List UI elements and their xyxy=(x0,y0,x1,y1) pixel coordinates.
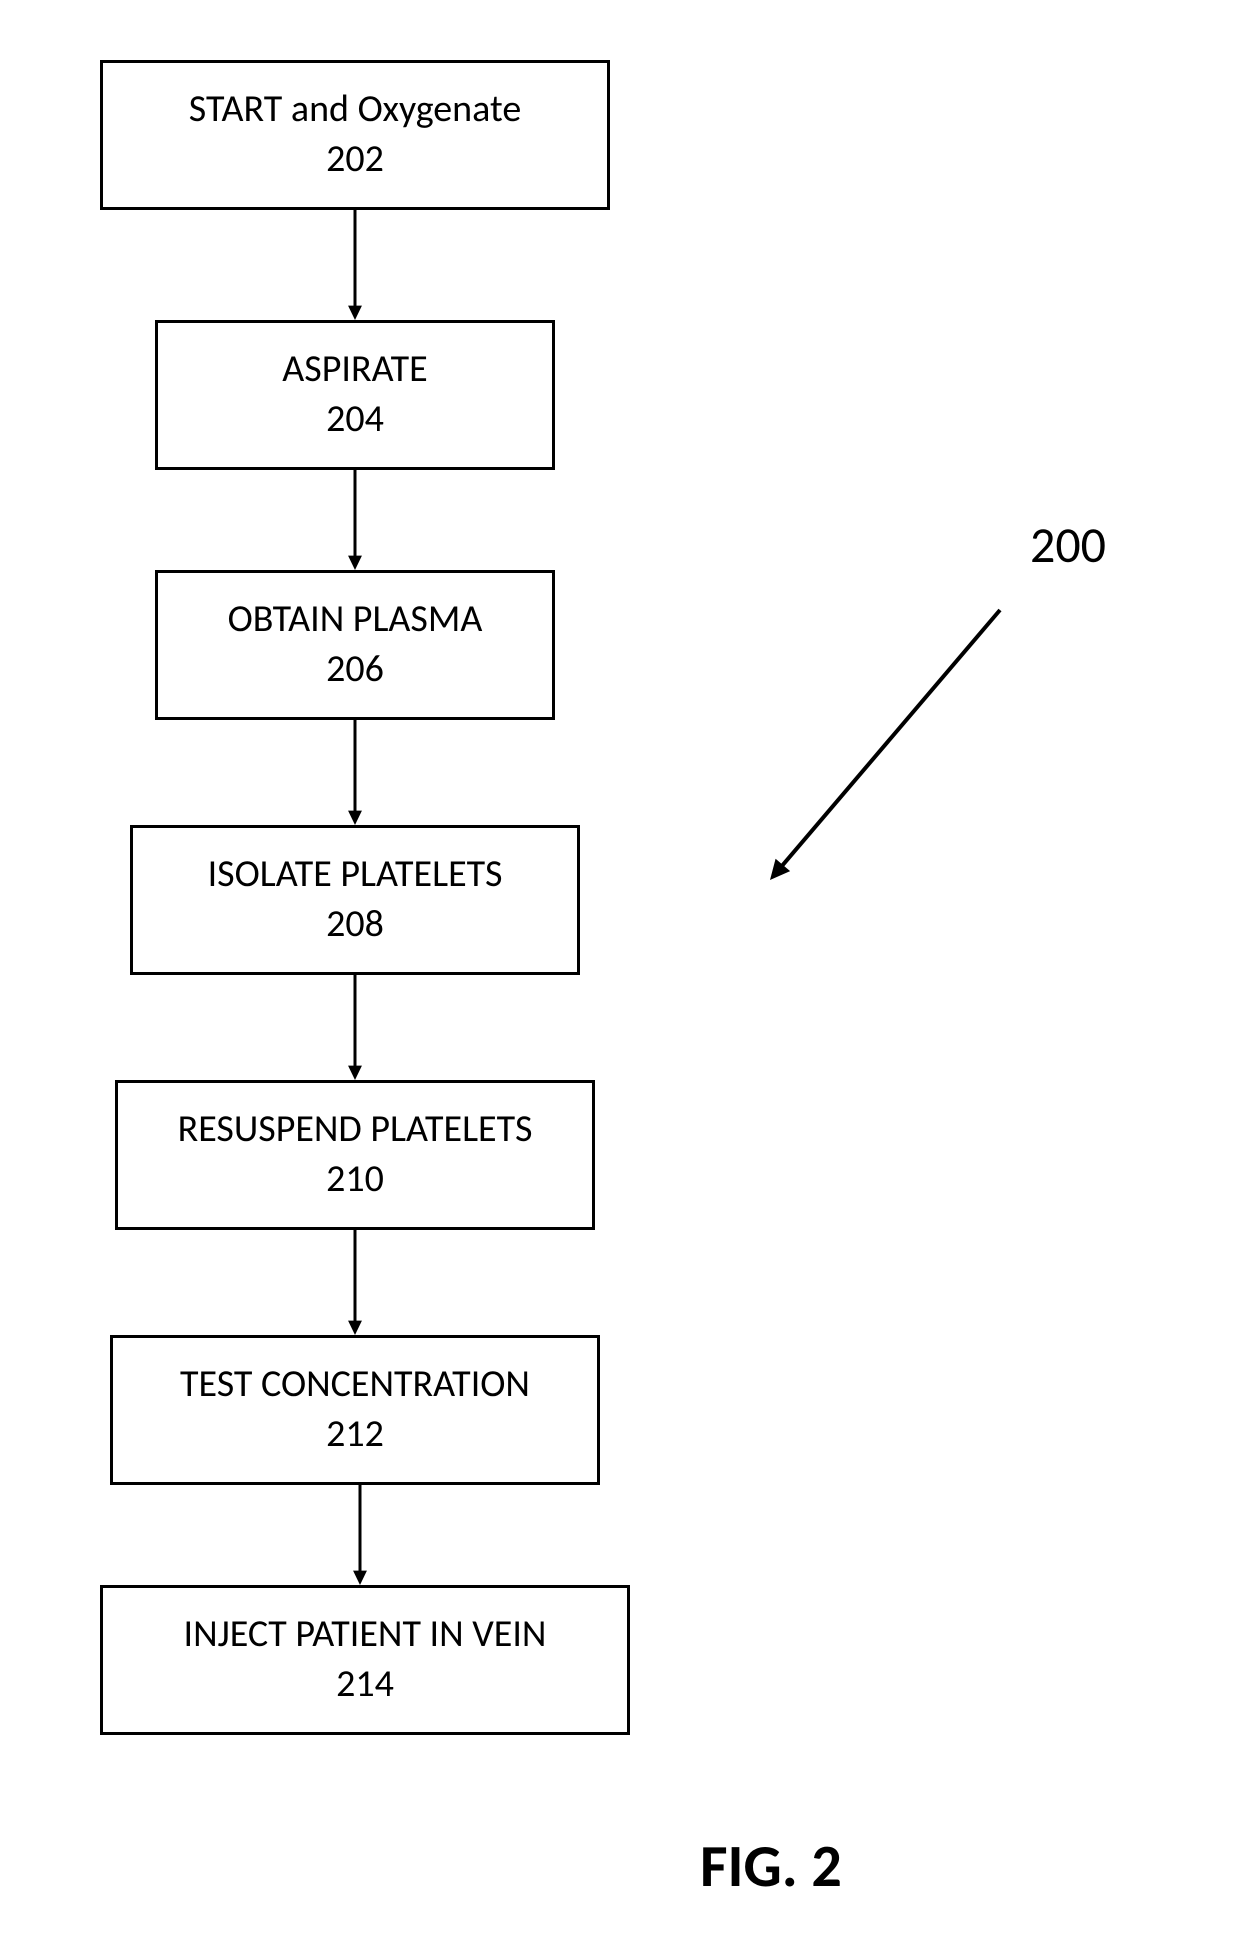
reference-arrow xyxy=(0,0,1240,1960)
figure-label: FIG. 2 xyxy=(700,1830,842,1903)
